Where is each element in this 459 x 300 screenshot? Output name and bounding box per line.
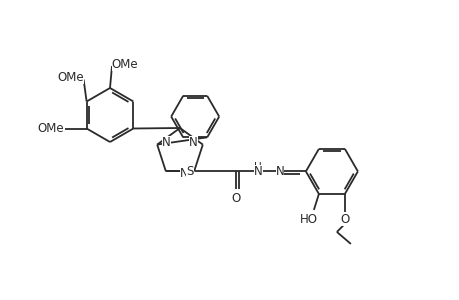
Text: O: O: [231, 192, 240, 205]
Text: H: H: [253, 162, 261, 172]
Text: N: N: [275, 165, 284, 178]
Text: N: N: [189, 136, 197, 149]
Text: HO: HO: [299, 213, 317, 226]
Text: OMe: OMe: [112, 58, 138, 70]
Text: O: O: [340, 213, 349, 226]
Text: N: N: [253, 165, 262, 178]
Text: S: S: [186, 165, 193, 178]
Text: N: N: [180, 167, 189, 180]
Text: OMe: OMe: [37, 122, 64, 135]
Text: OMe: OMe: [57, 71, 84, 84]
Text: N: N: [162, 136, 171, 149]
